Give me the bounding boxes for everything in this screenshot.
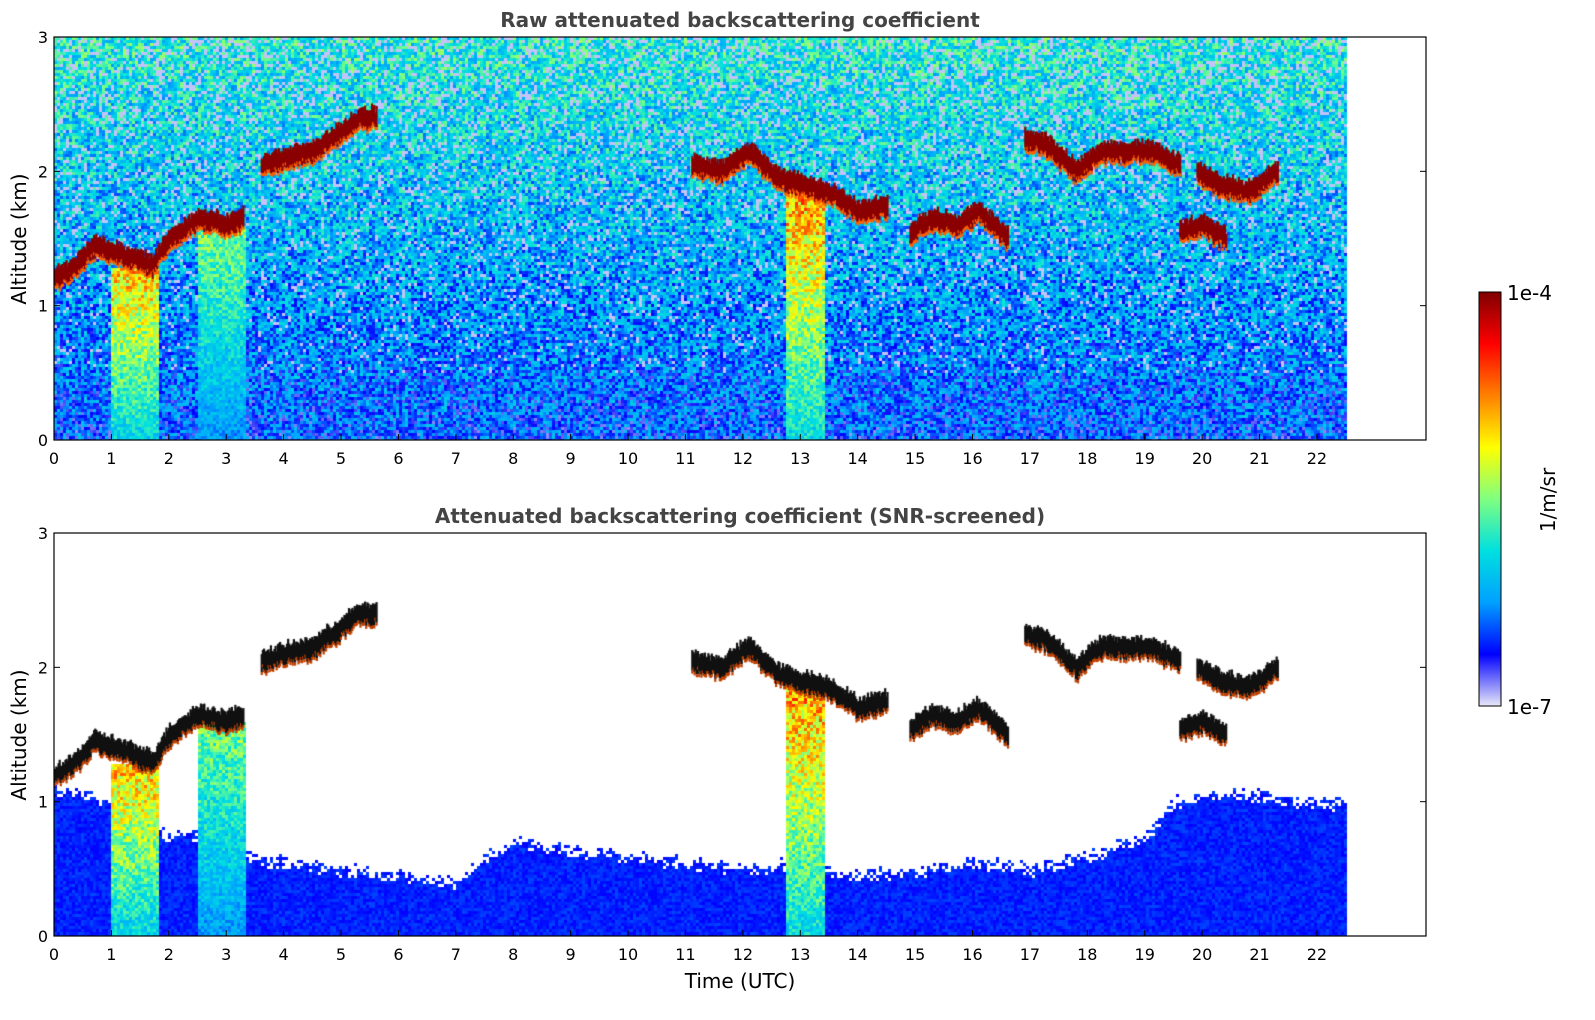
x-tick-label: 21 [1249, 449, 1269, 468]
x-tick-label: 14 [848, 449, 868, 468]
x-tick-label: 1 [106, 945, 116, 964]
heatmap-canvas [54, 533, 1426, 936]
y-tick-label: 3 [38, 524, 48, 543]
x-tick-label: 18 [1077, 945, 1097, 964]
y-tick-label: 0 [38, 431, 48, 450]
y-tick-label: 1 [38, 297, 48, 316]
x-tick-label: 16 [962, 449, 982, 468]
plot-frame [53, 532, 1427, 937]
heatmap-area [54, 37, 1426, 440]
colorbar-max-label: 1e-4 [1507, 281, 1552, 305]
x-tick-label: 11 [675, 945, 695, 964]
colorbar: 1e-4 1e-7 1/m/sr [1478, 281, 1560, 719]
x-tick-label: 5 [336, 449, 346, 468]
x-tick-label: 10 [618, 945, 638, 964]
x-tick-label: 2 [164, 449, 174, 468]
y-axis: 0 1 2 3 [38, 524, 1426, 946]
x-axis-label: Time (UTC) [684, 969, 796, 993]
x-tick-label: 21 [1249, 945, 1269, 964]
x-tick-label: 3 [221, 449, 231, 468]
x-tick-label: 12 [733, 945, 753, 964]
heatmap-canvas [54, 37, 1426, 440]
x-tick-label: 8 [508, 945, 518, 964]
x-tick-label: 6 [393, 449, 403, 468]
heatmap-area [54, 533, 1426, 936]
colorbar-label: 1/m/sr [1536, 467, 1560, 532]
y-tick-label: 3 [38, 28, 48, 47]
x-axis: 0 1 2 3 4 5 6 7 8 9 10 11 12 13 14 15 16 17 18 19 20 21 22 [49, 434, 1327, 468]
x-tick-label: 9 [566, 449, 576, 468]
x-tick-label: 7 [451, 945, 461, 964]
x-tick-label: 18 [1077, 449, 1097, 468]
chart-title: Raw attenuated backscattering coefficien… [500, 8, 980, 32]
y-tick-label: 0 [38, 927, 48, 946]
x-tick-label: 20 [1192, 945, 1212, 964]
x-tick-label: 0 [49, 945, 59, 964]
colorbar-gradient [1478, 291, 1502, 707]
x-tick-label: 7 [451, 449, 461, 468]
x-tick-label: 16 [962, 945, 982, 964]
x-tick-label: 22 [1307, 945, 1327, 964]
y-axis: 0 1 2 3 [38, 28, 1426, 450]
x-tick-label: 6 [393, 945, 403, 964]
colorbar-min-label: 1e-7 [1507, 695, 1552, 719]
x-tick-label: 22 [1307, 449, 1327, 468]
x-tick-label: 0 [49, 449, 59, 468]
x-tick-label: 17 [1020, 449, 1040, 468]
x-tick-label: 14 [848, 945, 868, 964]
x-tick-label: 15 [905, 449, 925, 468]
panel-raw: Raw attenuated backscattering coefficien… [7, 8, 1427, 468]
x-tick-label: 19 [1135, 449, 1155, 468]
x-axis: 0 1 2 3 4 5 6 7 8 9 10 11 12 13 14 15 16 17 18 19 20 21 22 [49, 930, 1327, 964]
x-tick-label: 10 [618, 449, 638, 468]
y-tick-label: 1 [38, 793, 48, 812]
panel-snr-screened: Attenuated backscattering coefficient (S… [7, 504, 1427, 993]
x-tick-label: 12 [733, 449, 753, 468]
y-axis-label: Altitude (km) [7, 173, 31, 304]
x-tick-label: 17 [1020, 945, 1040, 964]
x-tick-label: 8 [508, 449, 518, 468]
x-tick-label: 1 [106, 449, 116, 468]
x-tick-label: 4 [279, 945, 289, 964]
x-tick-label: 13 [790, 449, 810, 468]
x-tick-label: 20 [1192, 449, 1212, 468]
x-tick-label: 13 [790, 945, 810, 964]
x-tick-label: 5 [336, 945, 346, 964]
x-tick-label: 2 [164, 945, 174, 964]
x-tick-label: 15 [905, 945, 925, 964]
chart-title: Attenuated backscattering coefficient (S… [435, 504, 1045, 528]
x-tick-label: 3 [221, 945, 231, 964]
x-tick-label: 11 [675, 449, 695, 468]
y-tick-label: 2 [38, 162, 48, 181]
x-tick-label: 19 [1135, 945, 1155, 964]
y-axis-label: Altitude (km) [7, 669, 31, 800]
y-tick-label: 2 [38, 658, 48, 677]
x-tick-label: 4 [279, 449, 289, 468]
x-tick-label: 9 [566, 945, 576, 964]
plot-frame [53, 36, 1427, 441]
